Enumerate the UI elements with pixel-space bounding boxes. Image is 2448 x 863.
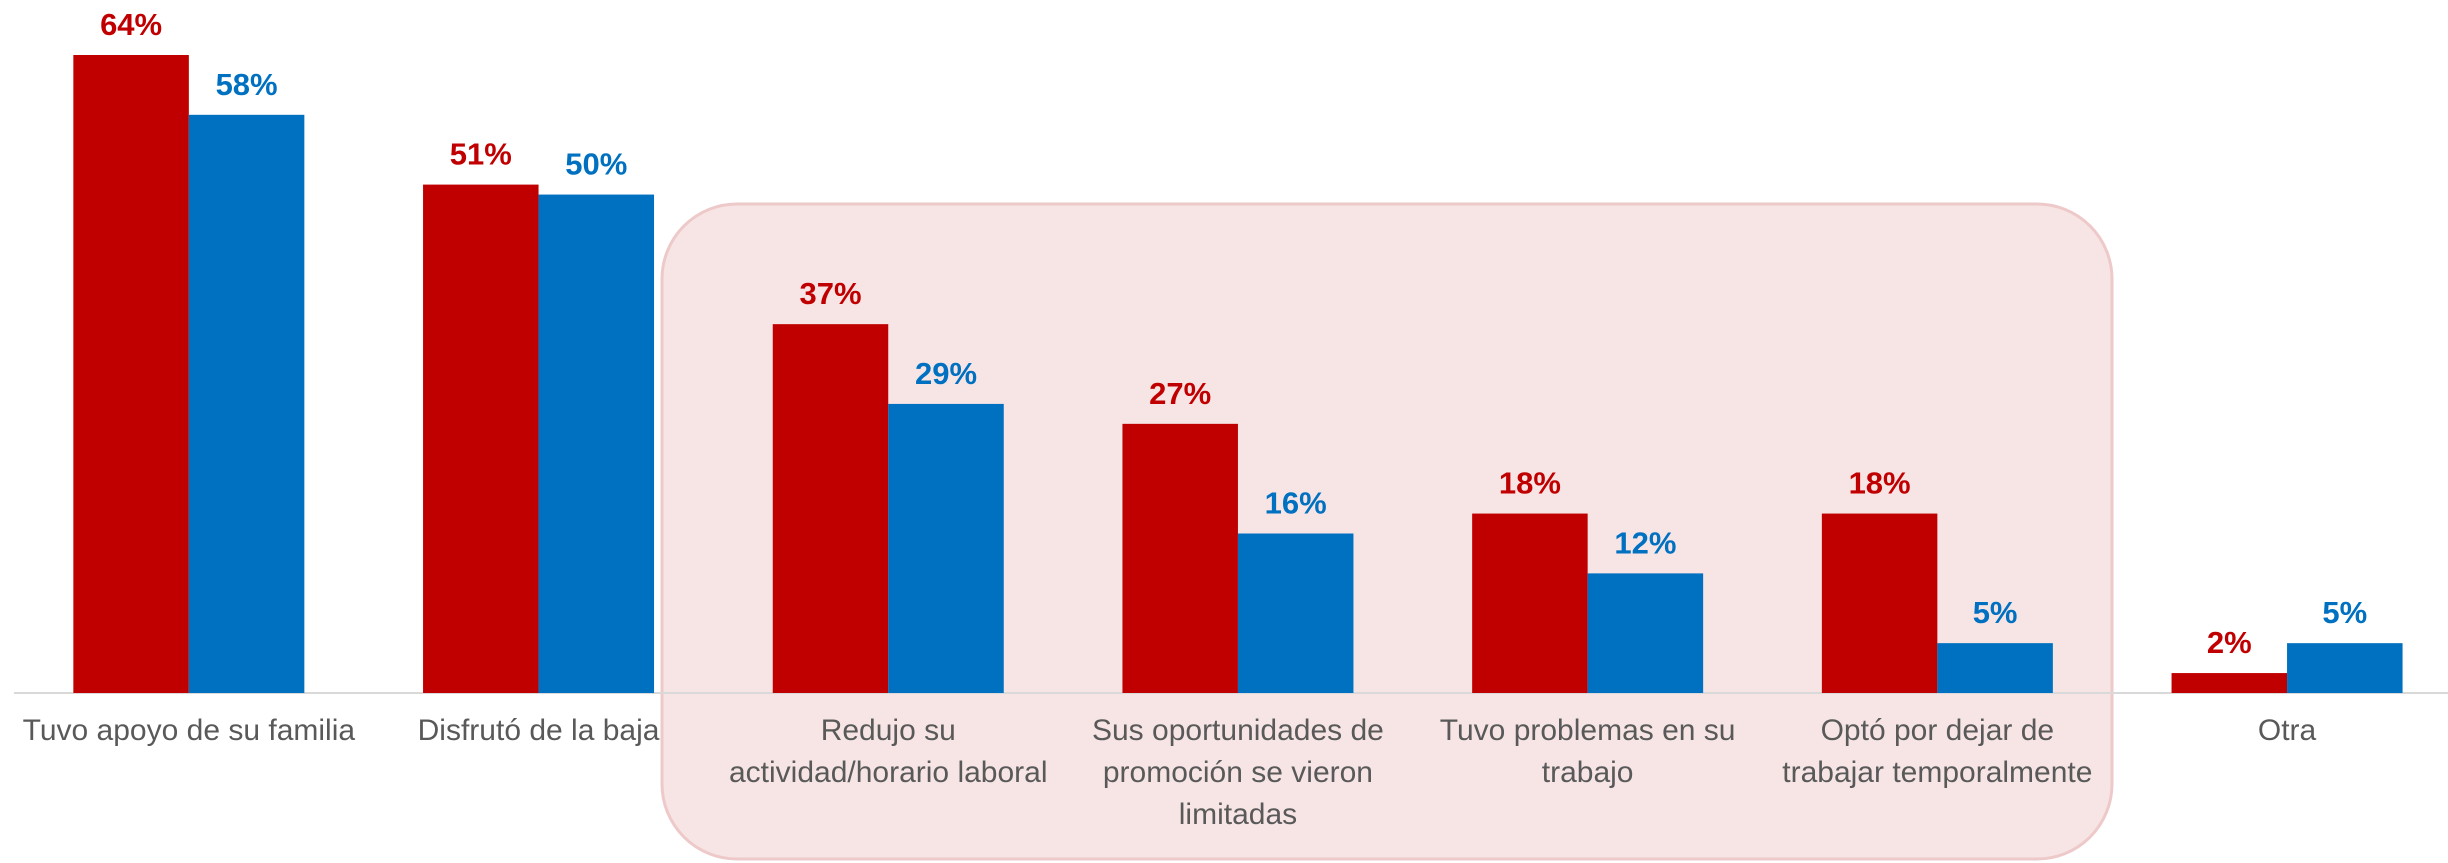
bar (2171, 673, 2288, 693)
x-tick-label: Tuvo problemas en su trabajo (1439, 714, 1736, 789)
bar (538, 194, 655, 693)
value-label: 18% (1849, 466, 1911, 501)
x-tick-label: Optó por dejar de trabajar temporalmente (1782, 714, 2093, 789)
value-label: 5% (2322, 595, 2367, 630)
value-label: 37% (799, 276, 861, 311)
value-label: 50% (565, 147, 627, 182)
bar (73, 55, 189, 693)
x-tick-label: Tuvo apoyo de su familia (22, 714, 356, 747)
bar (888, 403, 1004, 693)
value-label: 64% (100, 7, 162, 42)
x-tick-label: Sus oportunidades de promoción se vieron… (1091, 714, 1384, 831)
bar (2287, 643, 2403, 693)
bar (1821, 513, 1938, 693)
value-label: 29% (915, 356, 977, 391)
bar (772, 324, 889, 693)
bar (423, 184, 539, 693)
x-tick-label: Redujo su actividad/horario laboral (728, 714, 1048, 789)
value-label: 27% (1149, 376, 1211, 411)
value-label: 2% (2207, 625, 2252, 660)
x-tick-label: Otra (2257, 714, 2317, 747)
highlight-box (660, 202, 2114, 861)
bar (1472, 513, 1588, 693)
value-label: 16% (1265, 486, 1327, 521)
x-tick-label: Disfrutó de la baja (417, 714, 660, 747)
value-label: 51% (450, 137, 512, 172)
bar (1587, 573, 1704, 693)
value-label: 58% (216, 67, 278, 102)
value-label: 12% (1614, 525, 1676, 560)
bar (1937, 643, 2053, 693)
bar (1122, 423, 1238, 693)
bar (188, 114, 305, 693)
value-label: 5% (1973, 595, 2018, 630)
bar (1237, 533, 1354, 693)
value-label: 18% (1499, 466, 1561, 501)
